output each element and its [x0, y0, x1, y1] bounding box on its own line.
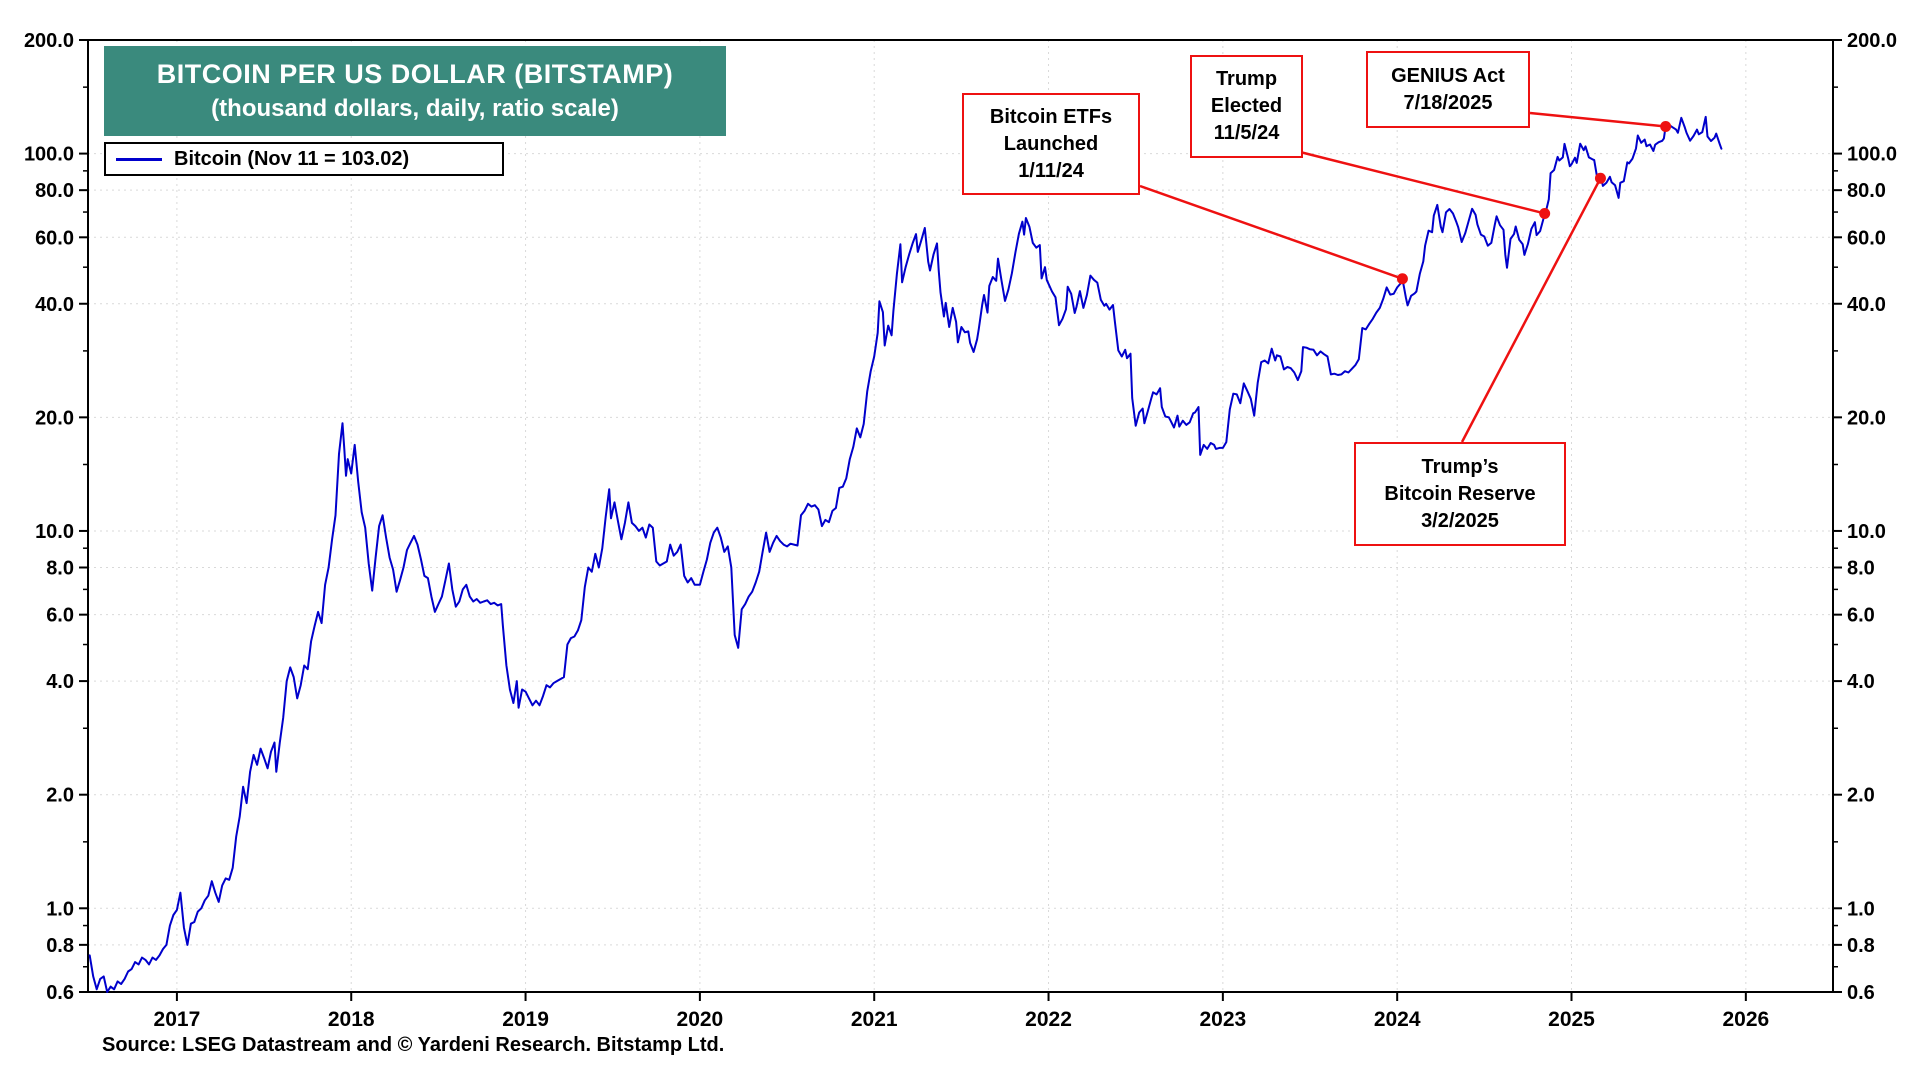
legend: Bitcoin (Nov 11 = 103.02) — [104, 142, 504, 176]
svg-text:2026: 2026 — [1722, 1008, 1769, 1031]
svg-text:100.0: 100.0 — [24, 144, 74, 166]
chart-title: BITCOIN PER US DOLLAR (BITSTAMP) — [156, 59, 674, 89]
annotation-line: Trump — [1215, 68, 1278, 90]
svg-text:60.0: 60.0 — [1847, 227, 1886, 249]
svg-text:2023: 2023 — [1200, 1008, 1247, 1031]
svg-text:6.0: 6.0 — [46, 605, 74, 627]
svg-text:10.0: 10.0 — [35, 521, 74, 543]
annotation-line: Trump’s — [1421, 455, 1499, 478]
svg-text:0.8: 0.8 — [46, 935, 74, 957]
annotation-line: Elected — [1210, 95, 1283, 117]
svg-text:10.0: 10.0 — [1847, 521, 1886, 543]
svg-text:40.0: 40.0 — [1847, 294, 1886, 316]
annotation-line: 11/5/24 — [1213, 122, 1280, 144]
annotation-line: Bitcoin Reserve — [1384, 482, 1536, 505]
svg-text:0.8: 0.8 — [1847, 935, 1875, 957]
legend-label: Bitcoin (Nov 11 = 103.02) — [174, 147, 410, 170]
svg-text:20.0: 20.0 — [35, 407, 74, 429]
svg-text:0.6: 0.6 — [1847, 982, 1875, 1004]
svg-text:0.6: 0.6 — [46, 982, 74, 1004]
svg-text:2022: 2022 — [1025, 1008, 1072, 1031]
annotation-line: Launched — [1003, 132, 1099, 155]
annotation-trump-elected: Trump Elected 11/5/24 — [1190, 55, 1303, 158]
annotation-line: 7/18/2025 — [1403, 91, 1493, 114]
svg-text:2025: 2025 — [1548, 1008, 1595, 1031]
svg-text:80.0: 80.0 — [35, 180, 74, 202]
annotation-bitcoin-etfs-launched: Bitcoin ETFs Launched 1/11/24 — [962, 93, 1140, 195]
svg-text:2024: 2024 — [1374, 1008, 1421, 1031]
svg-text:2018: 2018 — [328, 1008, 375, 1031]
svg-text:4.0: 4.0 — [46, 671, 74, 693]
svg-text:80.0: 80.0 — [1847, 180, 1886, 202]
svg-text:1.0: 1.0 — [1847, 898, 1875, 920]
svg-text:2019: 2019 — [502, 1008, 549, 1031]
annotation-line: Bitcoin ETFs — [989, 105, 1113, 128]
chart-title-box: BITCOIN PER US DOLLAR (BITSTAMP) (thousa… — [104, 46, 726, 136]
svg-text:2017: 2017 — [154, 1008, 201, 1031]
svg-text:200.0: 200.0 — [1847, 30, 1897, 52]
svg-text:8.0: 8.0 — [46, 558, 74, 580]
chart-subtitle: (thousand dollars, daily, ratio scale) — [211, 95, 619, 122]
annotation-trumps-bitcoin-reserve: Trump’s Bitcoin Reserve 3/2/2025 — [1354, 442, 1566, 546]
svg-text:2.0: 2.0 — [46, 785, 74, 807]
svg-text:40.0: 40.0 — [35, 294, 74, 316]
annotation-line: 1/11/24 — [1018, 159, 1084, 182]
svg-text:100.0: 100.0 — [1847, 144, 1897, 166]
svg-text:2021: 2021 — [851, 1008, 898, 1031]
svg-text:8.0: 8.0 — [1847, 558, 1875, 580]
svg-text:6.0: 6.0 — [1847, 605, 1875, 627]
svg-text:200.0: 200.0 — [24, 30, 74, 52]
annotation-line: GENIUS Act — [1391, 64, 1505, 87]
source-note: Source: LSEG Datastream and © Yardeni Re… — [102, 1034, 725, 1056]
svg-text:1.0: 1.0 — [46, 898, 74, 920]
legend-line-sample-icon — [116, 157, 162, 161]
svg-text:20.0: 20.0 — [1847, 407, 1886, 429]
annotation-genius-act: GENIUS Act 7/18/2025 — [1366, 51, 1530, 128]
annotation-line: 3/2/2025 — [1421, 509, 1499, 532]
svg-text:2020: 2020 — [677, 1008, 724, 1031]
svg-text:4.0: 4.0 — [1847, 671, 1875, 693]
svg-text:60.0: 60.0 — [35, 227, 74, 249]
svg-text:2.0: 2.0 — [1847, 785, 1875, 807]
